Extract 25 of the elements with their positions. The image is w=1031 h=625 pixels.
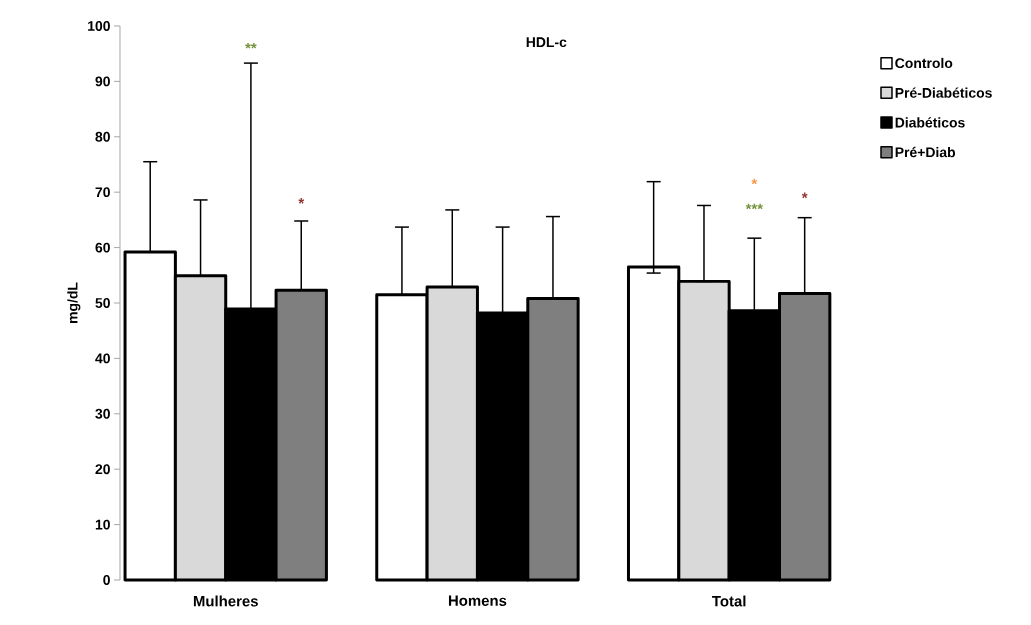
legend-label: Pré+Diab <box>895 146 956 158</box>
text: HDL-c <box>526 37 567 48</box>
y-tick-label: 10 <box>95 519 110 530</box>
y-tick-label: 100 <box>88 21 110 31</box>
legend-label: Diabéticos <box>895 117 965 128</box>
y-tick-label: 70 <box>95 187 110 198</box>
legend-label: Controlo <box>895 57 953 69</box>
y-tick-label: 30 <box>95 408 110 419</box>
y-tick-label: 80 <box>95 131 110 142</box>
annotation: * <box>298 198 305 204</box>
y-tick-label: 40 <box>95 353 110 364</box>
y-axis-title: mg/dL <box>67 282 81 323</box>
x-tick-label: Total <box>712 595 746 607</box>
annotation: *** <box>745 203 764 210</box>
annotation: * <box>751 178 758 185</box>
y-tick-label: 60 <box>95 242 110 253</box>
legend-label: Pré-Diabéticos <box>895 87 992 98</box>
y-tick-label: 0 <box>103 575 110 585</box>
y-tick-label: 90 <box>95 76 110 87</box>
y-tick-label: 50 <box>95 298 110 308</box>
x-tick-label: Mulheres <box>193 595 258 607</box>
annotation: ** <box>245 43 257 49</box>
y-tick-label: 20 <box>95 464 110 475</box>
x-tick-label: Homens <box>448 595 507 606</box>
annotation: * <box>801 192 808 199</box>
